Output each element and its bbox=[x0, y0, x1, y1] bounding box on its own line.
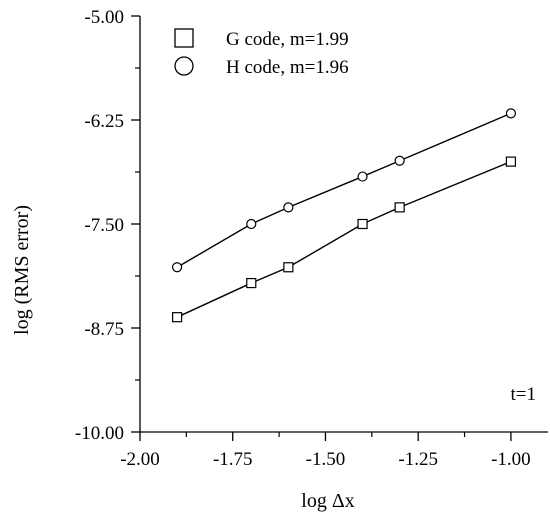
y-axis-title: log (RMS error) bbox=[11, 205, 33, 335]
legend-circle-icon bbox=[174, 56, 194, 76]
data-point-circle bbox=[283, 202, 294, 213]
legend-label: G code, m=1.99 bbox=[226, 29, 349, 50]
data-point-circle bbox=[357, 171, 368, 182]
x-tick-label: -2.00 bbox=[120, 449, 160, 470]
data-point-square bbox=[505, 156, 517, 167]
y-axis: -5.00 -6.25 -7.50 -8.75 -10.00 bbox=[75, 7, 140, 444]
legend-label: H code, m=1.96 bbox=[226, 57, 349, 78]
y-tick-label: -5.00 bbox=[84, 7, 124, 28]
y-tick-label: -8.75 bbox=[84, 319, 124, 340]
data-point-square bbox=[246, 277, 257, 289]
data-point-square bbox=[283, 262, 294, 273]
time-annotation: t=1 bbox=[511, 384, 537, 405]
y-tick-label: -6.25 bbox=[84, 111, 124, 132]
legend-square-icon bbox=[174, 28, 194, 48]
legend: G code, m=1.99 H code, m=1.96 bbox=[174, 28, 349, 78]
series-line bbox=[176, 112, 512, 268]
data-point-square bbox=[357, 218, 368, 230]
series-line bbox=[176, 160, 512, 318]
x-tick-label: -1.00 bbox=[491, 449, 531, 470]
x-tick-label: -1.75 bbox=[213, 449, 253, 470]
data-point-circle bbox=[505, 108, 517, 119]
y-tick-label: -10.00 bbox=[75, 423, 124, 444]
series-square bbox=[171, 156, 517, 323]
x-tick-label: -1.50 bbox=[306, 449, 346, 470]
data-point-circle bbox=[394, 155, 405, 166]
x-axis-title: log Δx bbox=[301, 490, 354, 512]
data-point-circle bbox=[171, 262, 183, 273]
plot-frame bbox=[139, 16, 548, 433]
data-point-square bbox=[171, 312, 183, 323]
y-tick-label: -7.50 bbox=[84, 215, 124, 236]
x-tick-label: -1.25 bbox=[398, 449, 438, 470]
series-circle bbox=[171, 108, 517, 273]
data-point-circle bbox=[246, 218, 257, 230]
data-point-square bbox=[394, 202, 405, 213]
series-layer bbox=[171, 108, 517, 323]
x-axis: -2.00 -1.75 -1.50 -1.25 -1.00 bbox=[120, 432, 531, 470]
